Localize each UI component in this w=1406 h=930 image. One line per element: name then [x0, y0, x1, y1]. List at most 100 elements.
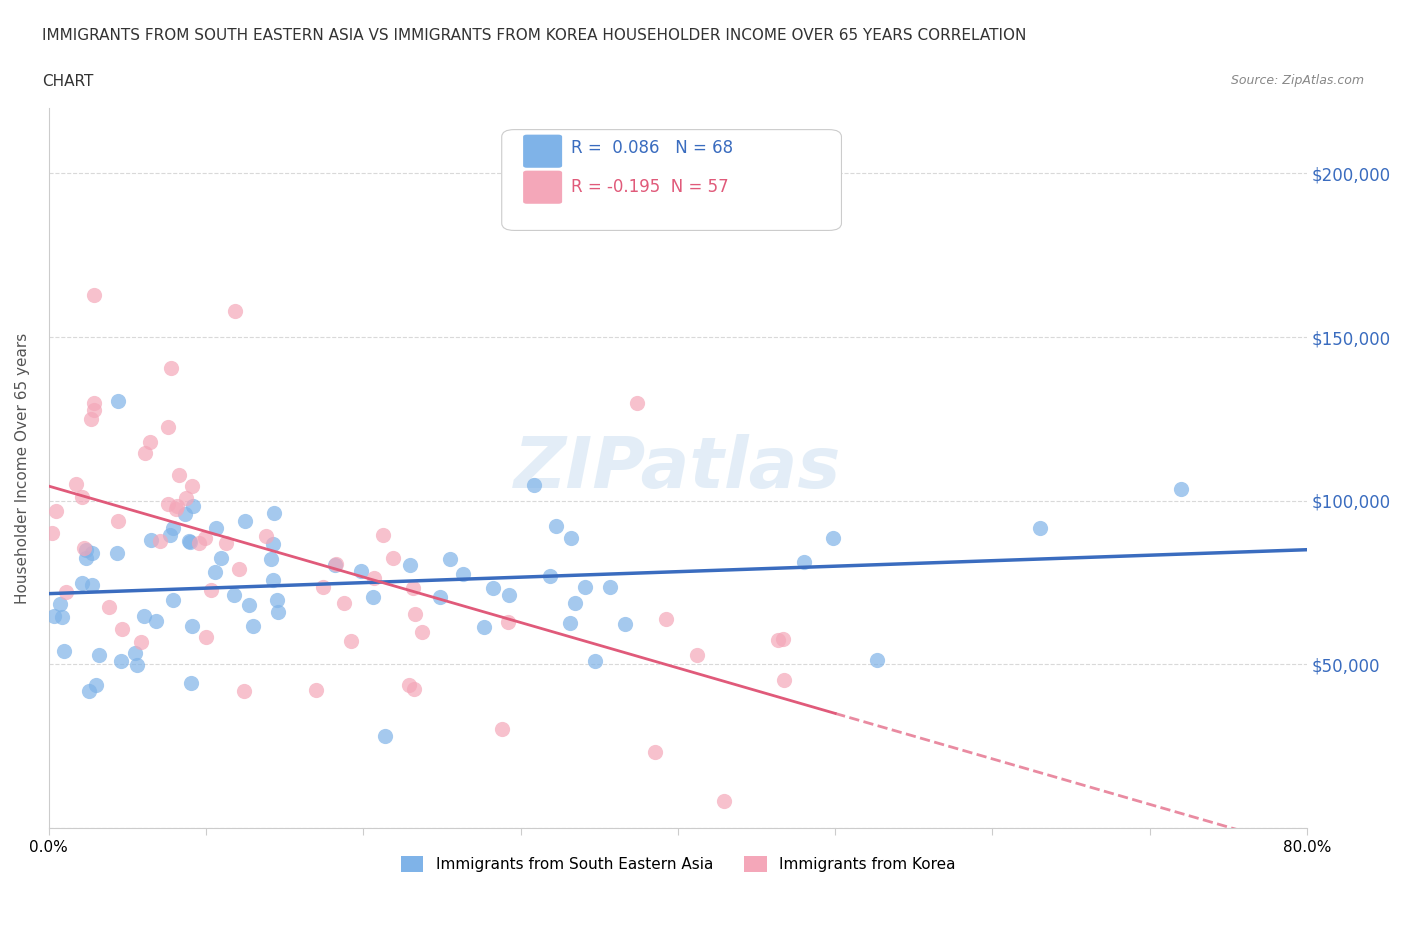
Point	[41, 526, 63, 541]
Point	[145, 613, 167, 628]
Point	[70, 576, 93, 591]
Point	[350, 564, 373, 578]
Point	[498, 588, 520, 603]
Y-axis label: Householder Income Over 65 years: Householder Income Over 65 years	[15, 332, 30, 604]
Point	[48, 596, 70, 611]
Point	[560, 531, 582, 546]
Point	[194, 531, 217, 546]
Point	[453, 567, 475, 582]
Point	[181, 498, 204, 513]
Point	[374, 728, 396, 743]
Point	[53, 644, 76, 658]
Point	[124, 645, 146, 660]
Point	[165, 501, 187, 516]
Point	[398, 557, 420, 572]
Point	[83, 287, 105, 302]
Point	[167, 467, 190, 482]
Point	[363, 570, 385, 585]
Point	[55, 585, 77, 600]
Point	[233, 513, 256, 528]
Point	[773, 672, 796, 687]
Point	[1028, 521, 1050, 536]
Point	[174, 507, 197, 522]
Point	[224, 303, 246, 318]
Point	[84, 678, 107, 693]
Point	[214, 536, 236, 551]
Point	[204, 520, 226, 535]
Point	[333, 595, 356, 610]
Point	[626, 395, 648, 410]
Text: R = -0.195  N = 57: R = -0.195 N = 57	[571, 179, 728, 196]
Point	[538, 569, 561, 584]
Point	[574, 579, 596, 594]
Point	[382, 551, 405, 565]
Text: ZIPatlas: ZIPatlas	[515, 433, 842, 502]
Point	[523, 477, 546, 492]
Point	[404, 681, 426, 696]
Point	[157, 419, 180, 434]
Point	[371, 528, 394, 543]
Point	[45, 503, 67, 518]
Point	[75, 542, 97, 557]
Point	[83, 395, 105, 410]
Point	[772, 631, 794, 646]
Point	[162, 593, 184, 608]
Point	[655, 612, 678, 627]
Point	[51, 609, 73, 624]
Point	[157, 497, 180, 512]
Point	[200, 583, 222, 598]
Point	[98, 600, 121, 615]
Point	[411, 625, 433, 640]
Point	[134, 445, 156, 460]
Point	[162, 520, 184, 535]
Point	[87, 647, 110, 662]
Point	[262, 537, 284, 551]
Point	[439, 551, 461, 566]
FancyBboxPatch shape	[523, 135, 562, 167]
Point	[266, 592, 288, 607]
Point	[139, 434, 162, 449]
Point	[181, 618, 204, 633]
Point	[821, 531, 844, 546]
Point	[361, 590, 384, 604]
Text: R =  0.086   N = 68: R = 0.086 N = 68	[571, 139, 733, 156]
Point	[80, 578, 103, 592]
FancyBboxPatch shape	[523, 170, 562, 204]
Point	[211, 551, 233, 565]
Text: Source: ZipAtlas.com: Source: ZipAtlas.com	[1230, 74, 1364, 87]
FancyBboxPatch shape	[502, 129, 841, 231]
Text: CHART: CHART	[42, 74, 94, 89]
Point	[149, 534, 172, 549]
Point	[180, 676, 202, 691]
Point	[238, 598, 260, 613]
Point	[260, 551, 283, 566]
Text: IMMIGRANTS FROM SOUTH EASTERN ASIA VS IMMIGRANTS FROM KOREA HOUSEHOLDER INCOME O: IMMIGRANTS FROM SOUTH EASTERN ASIA VS IM…	[42, 28, 1026, 43]
Point	[139, 533, 162, 548]
Point	[254, 529, 277, 544]
Point	[599, 579, 621, 594]
Point	[70, 489, 93, 504]
Point	[222, 587, 245, 602]
Point	[1170, 482, 1192, 497]
Point	[404, 606, 426, 621]
Point	[179, 535, 201, 550]
Point	[768, 632, 790, 647]
Point	[263, 505, 285, 520]
Point	[266, 604, 288, 619]
Point	[482, 580, 505, 595]
Point	[866, 653, 889, 668]
Point	[398, 677, 420, 692]
Point	[472, 619, 495, 634]
Point	[80, 546, 103, 561]
Point	[323, 557, 346, 572]
Point	[644, 745, 666, 760]
Point	[686, 647, 709, 662]
Point	[77, 683, 100, 698]
Point	[228, 561, 250, 576]
Point	[558, 616, 581, 631]
Point	[242, 618, 264, 633]
Point	[42, 608, 65, 623]
Point	[340, 633, 363, 648]
Point	[159, 527, 181, 542]
Point	[111, 621, 134, 636]
